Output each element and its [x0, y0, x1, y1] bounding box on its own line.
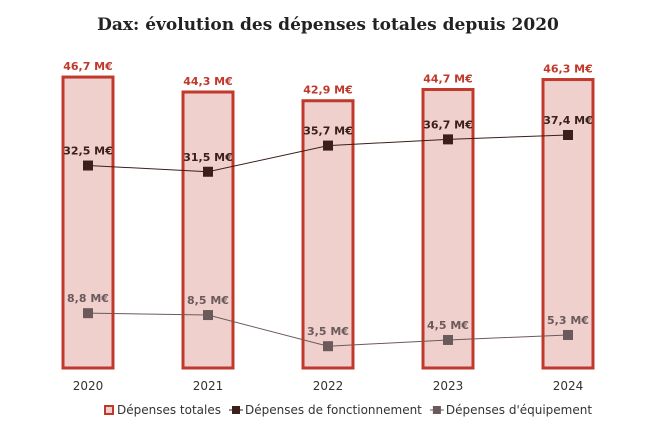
point-label: 8,8 M€: [67, 292, 109, 305]
bar-label: 42,9 M€: [303, 84, 353, 97]
point-marker: [443, 134, 453, 145]
point-label: 5,3 M€: [547, 314, 589, 327]
point-label: 36,7 M€: [423, 118, 473, 131]
point-marker: [563, 329, 573, 340]
point-marker: [83, 308, 93, 319]
x-tick-label: 2023: [433, 379, 464, 393]
bar-label: 46,7 M€: [63, 60, 113, 73]
legend-item-label: Dépenses totales: [117, 403, 221, 417]
point-marker: [323, 140, 333, 151]
point-label: 3,5 M€: [307, 325, 349, 338]
bar-2021: [181, 90, 235, 370]
legend-item-label: Dépenses de fonctionnement: [245, 403, 422, 417]
bar-label: 46,3 M€: [543, 63, 593, 76]
point-marker: [203, 166, 213, 177]
legend-marker-icon: [232, 406, 241, 414]
x-tick-label: 2022: [313, 379, 344, 393]
bar-label: 44,3 M€: [183, 75, 233, 88]
point-label: 37,4 M€: [543, 114, 593, 127]
point-label: 31,5 M€: [183, 151, 233, 164]
bar-2020: [61, 75, 115, 370]
legend-marker-icon: [432, 406, 441, 414]
point-label: 35,7 M€: [303, 125, 353, 138]
bar-2024: [541, 78, 595, 370]
point-label: 8,5 M€: [187, 294, 229, 307]
point-label: 32,5 M€: [63, 145, 113, 158]
point-marker: [83, 160, 93, 171]
chart-title: Dax: évolution des dépenses totales depu…: [97, 15, 559, 35]
point-marker: [323, 341, 333, 352]
x-tick-label: 2024: [553, 379, 584, 393]
point-label: 4,5 M€: [427, 319, 469, 332]
point-marker: [443, 334, 453, 345]
x-tick-label: 2020: [73, 379, 104, 393]
point-marker: [203, 310, 213, 321]
x-tick-label: 2021: [193, 379, 224, 393]
legend-bar-icon: [104, 405, 114, 415]
point-marker: [563, 129, 573, 140]
legend: Dépenses totales Dépenses de fonctionneme…: [104, 403, 592, 417]
legend-item-label: Dépenses d'équipement: [446, 403, 592, 417]
bar-label: 44,7 M€: [423, 73, 473, 86]
